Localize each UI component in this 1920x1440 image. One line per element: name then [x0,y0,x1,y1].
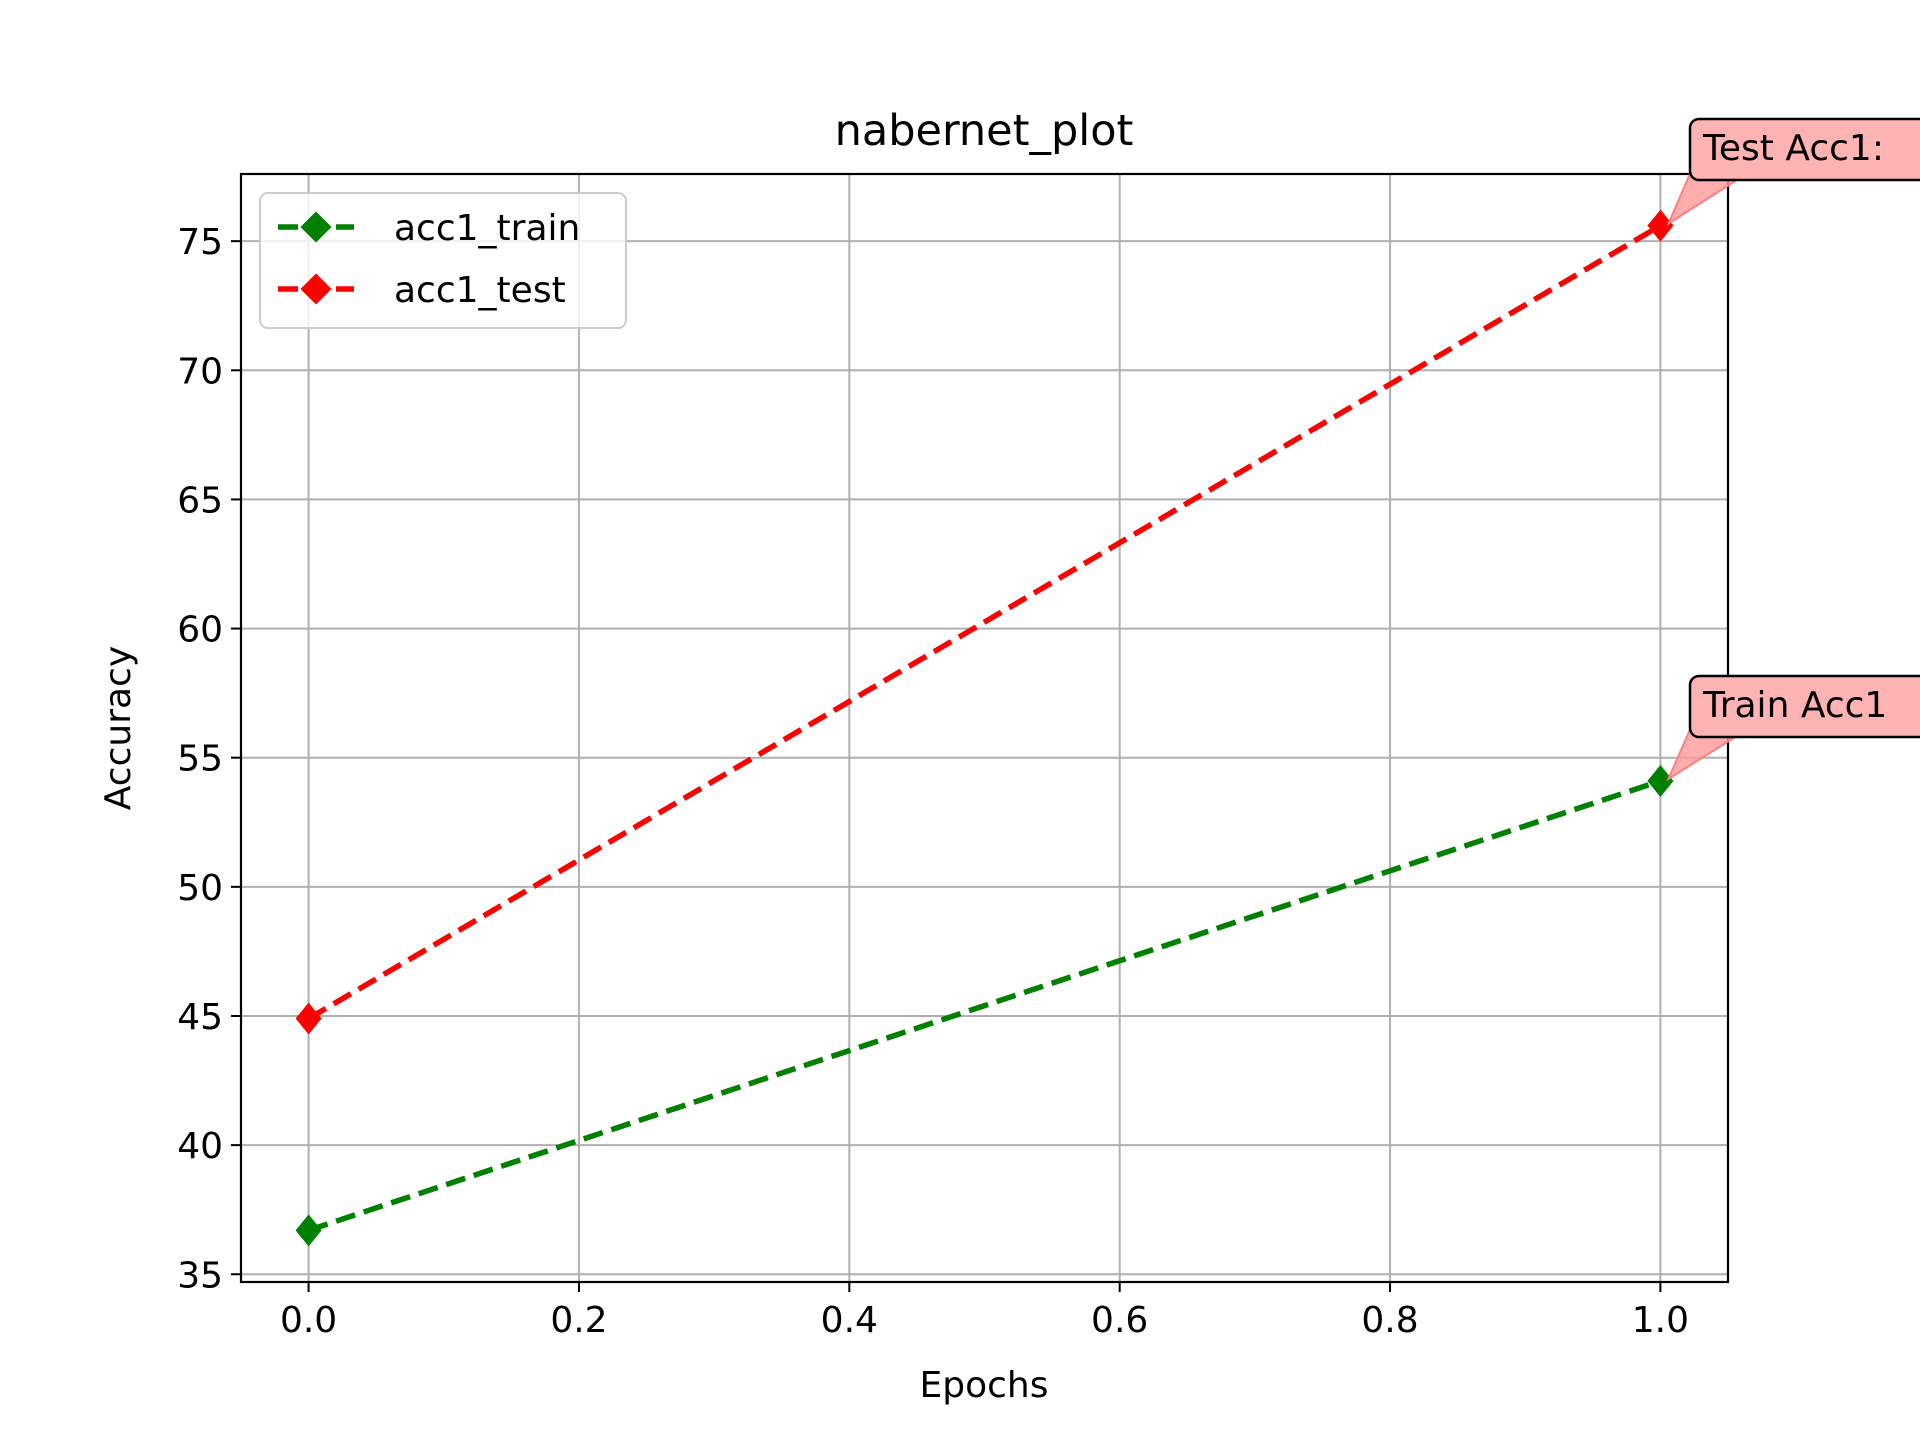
annotation-box-train [1688,674,1920,739]
x-tick-label: 0.2 [550,1300,607,1341]
legend-marker-train [300,211,332,243]
y-tick-label: 35 [177,1255,223,1296]
data-point-acc1_train [1647,764,1674,797]
legend-label-train: acc1_train [394,208,580,249]
x-tick-label: 0.6 [1091,1300,1148,1341]
data-point-acc1_test [295,1002,322,1035]
annotation-text-train: Train Acc1 [1702,685,1887,726]
x-tick-label: 0.8 [1361,1300,1418,1341]
annotation-box-test [1688,117,1920,182]
chart-title: nabernet_plot [835,106,1134,156]
y-tick-label: 65 [177,480,223,521]
y-tick-label: 50 [177,868,223,909]
data-point-acc1_test [1647,209,1674,242]
x-tick-label: 0.4 [821,1300,878,1341]
y-tick-label: 45 [177,997,223,1038]
legend-label-test: acc1_test [394,270,566,311]
y-tick-label: 40 [177,1126,223,1167]
x-tick-label: 1.0 [1632,1300,1689,1341]
series-layer [295,209,1674,1247]
ticks: 0.0 0.2 0.4 0.6 0.8 1.0 35 40 45 50 55 60 65 70 75 [177,222,1689,1341]
y-tick-label: 75 [177,222,223,263]
series-line-acc1_train [307,778,1662,1233]
y-tick-label: 60 [177,610,223,651]
y-tick-label: 55 [177,739,223,780]
x-tick-label: 0.0 [280,1300,337,1341]
legend: acc1_train acc1_test [259,192,627,329]
annotations: Test Acc1: Train Acc1 [1666,117,1920,782]
y-tick-label: 70 [177,351,223,392]
x-axis-label: Epochs [920,1365,1049,1406]
data-point-acc1_train [295,1214,322,1247]
annotation-text-test: Test Acc1: [1702,128,1884,169]
y-axis-label: Accuracy [98,646,139,810]
series-line-acc1_test [307,223,1662,1021]
grid [241,174,1728,1282]
legend-marker-test [300,273,332,305]
